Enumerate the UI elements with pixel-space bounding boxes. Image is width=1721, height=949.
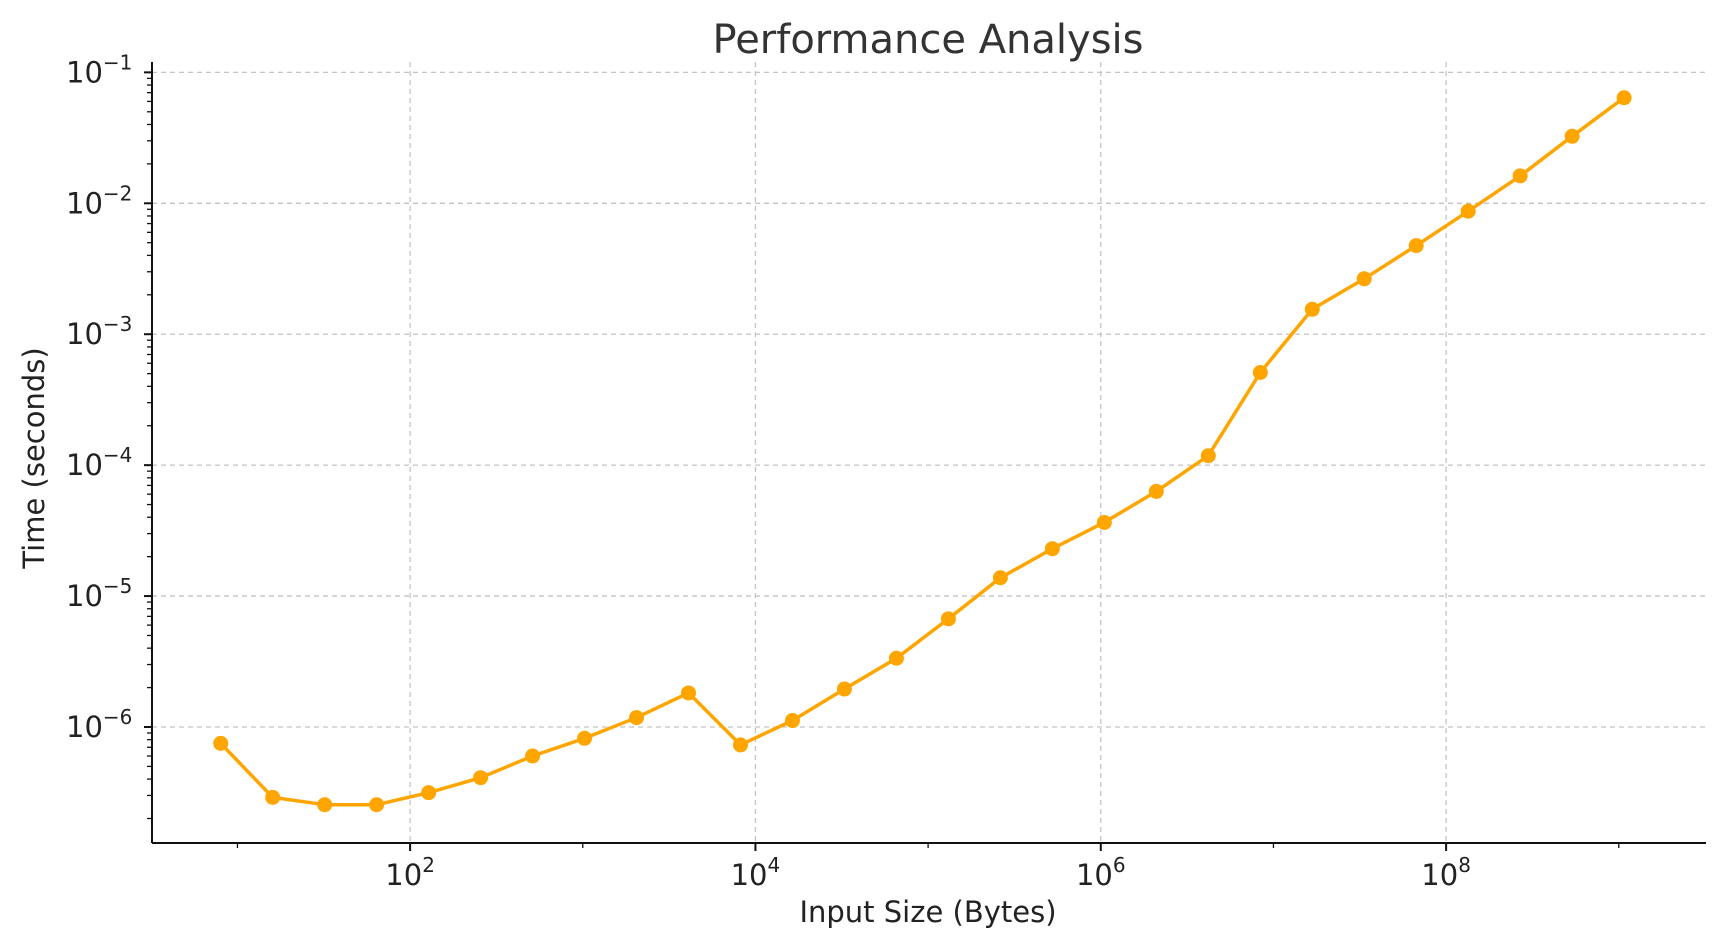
data-point: [1408, 238, 1424, 254]
x-tick-label: 102: [385, 853, 435, 892]
y-tick-label: 10−1: [66, 50, 132, 89]
y-axis-label: Time (seconds): [17, 347, 51, 569]
x-tick-label: 106: [1076, 853, 1126, 892]
data-point: [940, 611, 956, 627]
data-point: [784, 713, 800, 729]
y-tick-label: 10−6: [66, 705, 132, 744]
axes: [151, 62, 1706, 844]
y-tick-label: 10−4: [66, 443, 132, 482]
y-tick-label: 10−2: [66, 181, 132, 220]
ticks: 102 104 106 108 10−6 10−5 10−4 10−3 10−2 10−1: [66, 50, 1620, 892]
data-point: [421, 785, 437, 801]
data-point: [265, 789, 281, 805]
data-point: [836, 681, 852, 697]
series: [213, 90, 1632, 813]
data-point: [1304, 301, 1320, 317]
data-point: [317, 797, 333, 813]
data-point: [1148, 483, 1164, 499]
data-point: [1252, 365, 1268, 381]
data-point: [473, 770, 489, 786]
data-point: [681, 685, 697, 701]
chart-title: Performance Analysis: [713, 17, 1144, 63]
y-tick-label: 10−3: [66, 312, 132, 351]
grid: [152, 62, 1706, 843]
data-point: [1512, 168, 1528, 184]
x-axis-label: Input Size (Bytes): [799, 895, 1056, 929]
data-point: [1096, 514, 1112, 530]
data-point: [525, 748, 541, 764]
data-point: [888, 650, 904, 666]
data-point: [1460, 203, 1476, 219]
data-point: [369, 797, 385, 813]
data-point: [732, 737, 748, 753]
data-point: [992, 570, 1008, 586]
data-point: [629, 710, 645, 726]
y-tick-label: 10−5: [66, 574, 132, 613]
data-point: [1564, 128, 1580, 144]
data-point: [1200, 448, 1216, 464]
data-point: [213, 735, 229, 751]
data-point: [577, 730, 593, 746]
x-tick-label: 104: [731, 853, 781, 892]
data-point: [1616, 90, 1632, 106]
data-point: [1356, 271, 1372, 287]
series-line: [219, 96, 1626, 807]
data-point: [1044, 541, 1060, 557]
x-tick-label: 108: [1421, 853, 1471, 892]
